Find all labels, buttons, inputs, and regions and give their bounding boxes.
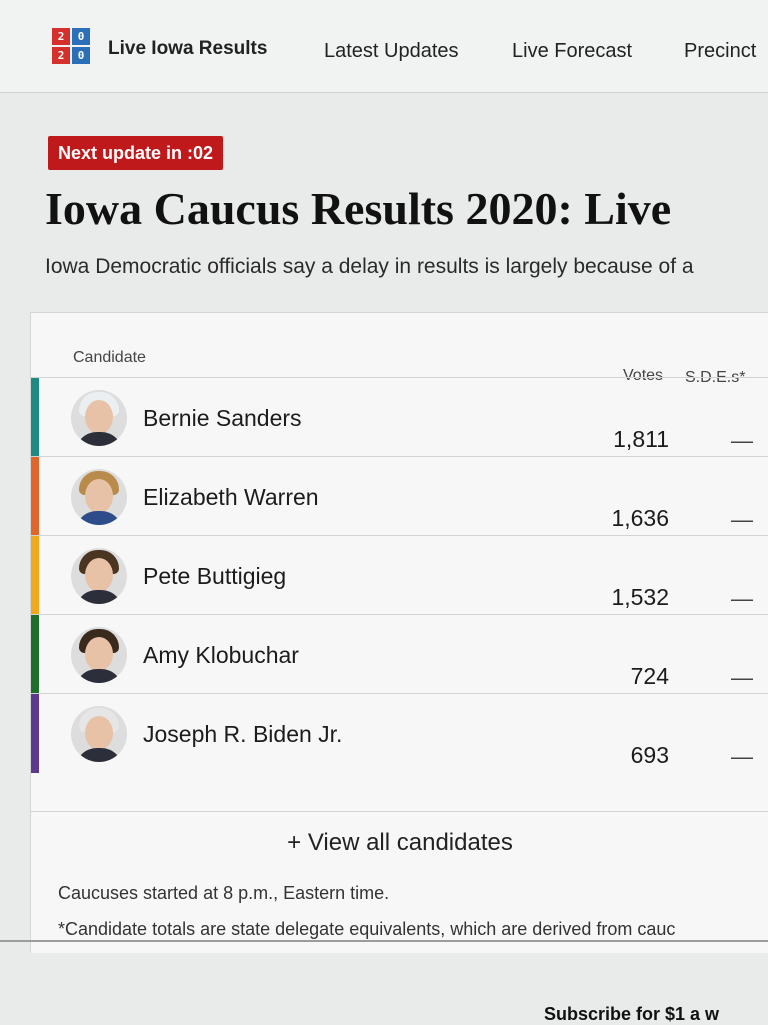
candidate-avatar xyxy=(71,390,127,446)
candidate-avatar xyxy=(71,627,127,683)
logo-digit: 0 xyxy=(72,47,90,64)
candidate-votes: 724 xyxy=(630,663,669,689)
candidate-sde: — xyxy=(731,507,753,532)
table-row: Elizabeth Warren 1,636 — xyxy=(31,456,768,536)
candidate-avatar xyxy=(71,548,127,604)
candidate-name: Joseph R. Biden Jr. xyxy=(143,721,343,747)
header-votes: Votes xyxy=(623,367,664,384)
top-navigation: 2 0 2 0 Live Iowa Results Latest Updates… xyxy=(0,0,768,93)
candidate-votes: 1,532 xyxy=(611,584,669,610)
logo-digit: 2 xyxy=(52,47,70,64)
party-color-bar xyxy=(31,615,39,694)
table-row: Pete Buttigieg 1,532 — xyxy=(31,535,768,615)
logo-digit: 2 xyxy=(52,28,70,45)
party-color-bar xyxy=(31,378,39,457)
nav-live-forecast[interactable]: Live Forecast xyxy=(512,40,633,62)
view-all-candidates-button[interactable]: + View all candidates xyxy=(31,811,768,884)
screen-edge-divider xyxy=(0,940,768,942)
sde-footnote: *Candidate totals are state delegate equ… xyxy=(58,919,676,939)
subscribe-link[interactable]: Subscribe for $1 a w xyxy=(544,1004,720,1024)
nav-latest-updates[interactable]: Latest Updates xyxy=(324,40,459,62)
party-color-bar xyxy=(31,694,39,773)
candidate-name: Pete Buttigieg xyxy=(143,563,287,589)
party-color-bar xyxy=(31,457,39,536)
table-row: Amy Klobuchar 724 — xyxy=(31,614,768,694)
page-title: Iowa Caucus Results 2020: Live xyxy=(45,183,672,234)
candidate-sde: — xyxy=(731,744,753,769)
table-row: Bernie Sanders 1,811 — xyxy=(31,377,768,457)
nav-precinct[interactable]: Precinct xyxy=(684,40,757,62)
candidate-votes: 1,636 xyxy=(611,505,669,531)
party-color-bar xyxy=(31,536,39,615)
candidate-votes: 693 xyxy=(630,742,669,768)
election-2020-logo[interactable]: 2 0 2 0 xyxy=(52,28,90,64)
candidate-sde: — xyxy=(731,586,753,611)
nav-live-iowa-results[interactable]: Live Iowa Results xyxy=(108,38,268,59)
header-candidate: Candidate xyxy=(73,349,146,366)
candidate-votes: 1,811 xyxy=(613,426,669,452)
table-row: Joseph R. Biden Jr. 693 — xyxy=(31,693,768,773)
next-update-badge: Next update in :02 xyxy=(48,136,224,170)
candidate-avatar xyxy=(71,706,127,762)
page-subtitle: Iowa Democratic officials say a delay in… xyxy=(45,255,694,278)
candidate-sde: — xyxy=(731,428,753,453)
caucus-start-note: Caucuses started at 8 p.m., Eastern time… xyxy=(58,883,390,903)
results-table: Candidate Votes S.D.E.s* Bernie Sanders … xyxy=(30,312,768,953)
candidate-sde: — xyxy=(731,665,753,690)
candidate-name: Elizabeth Warren xyxy=(143,484,319,510)
candidate-avatar xyxy=(71,469,127,525)
candidate-name: Amy Klobuchar xyxy=(143,642,299,668)
logo-digit: 0 xyxy=(72,28,90,45)
candidate-name: Bernie Sanders xyxy=(143,405,302,431)
